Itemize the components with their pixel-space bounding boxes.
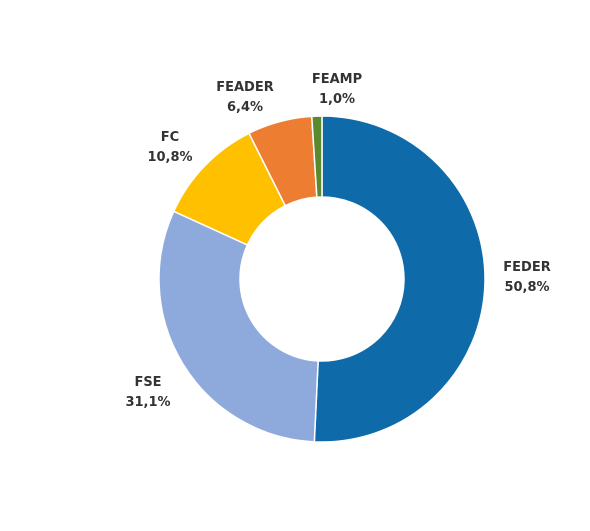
slice-name-feder: FEDER [503,260,550,275]
slice-name-feamp: FEAMP [312,72,362,87]
slice-value-feamp: 1,0% [319,92,355,107]
slice-value-fc: 10,8% [147,150,192,165]
slice-fse [158,210,319,443]
slice-name-feader: FEADER [216,80,274,95]
slice-value-feader: 6,4% [227,100,263,115]
slice-value-feder: 50,8% [504,280,549,295]
donut-slices [158,115,486,443]
slice-feamp [310,115,323,198]
slice-feder [313,115,486,443]
slice-name-fse: FSE [134,375,161,390]
slice-value-fse: 31,1% [125,395,170,410]
slice-name-fc: FC [161,130,179,145]
slice-labels: FEDER 50,8% FSE 31,1% FC 10,8% FEADER 6,… [125,72,550,410]
